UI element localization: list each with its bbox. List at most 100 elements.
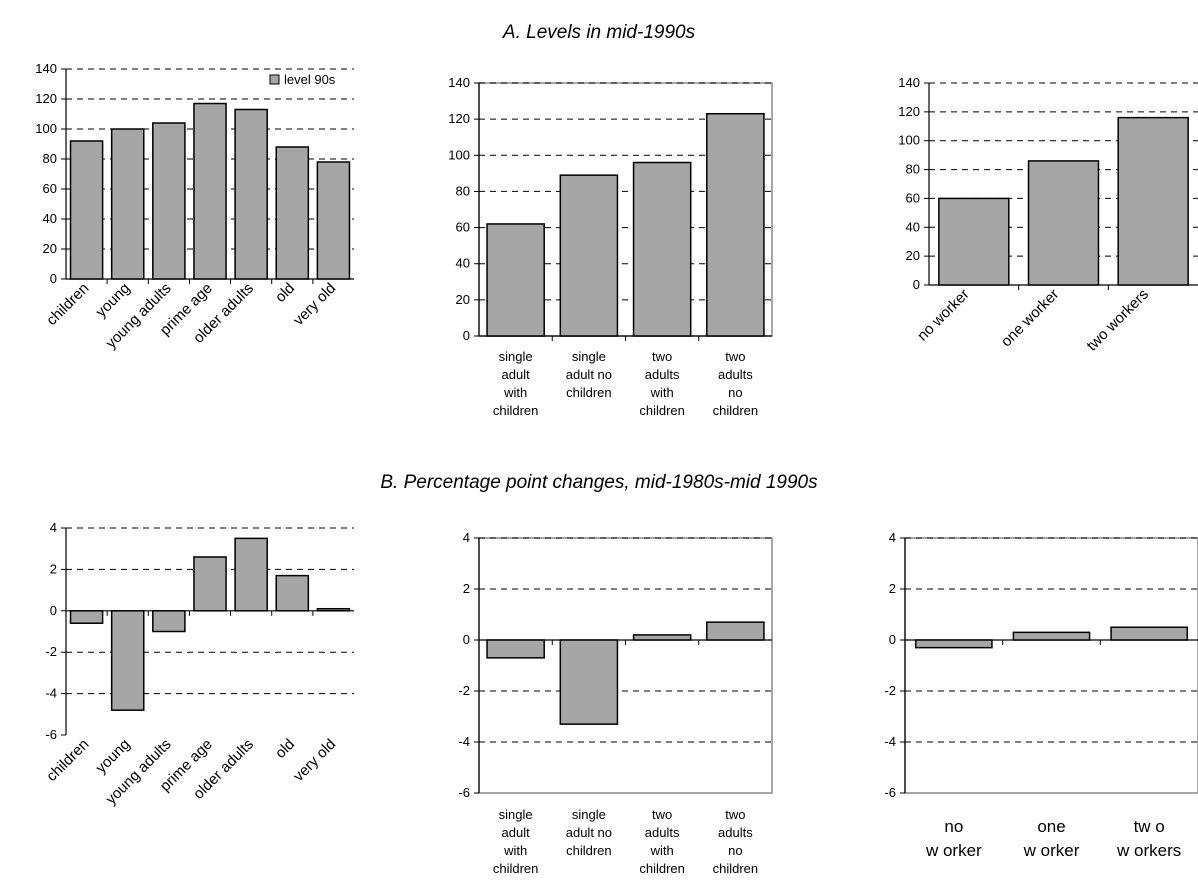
x-category-label: two bbox=[652, 807, 672, 822]
bar bbox=[632, 634, 692, 641]
y-tick-label: 40 bbox=[456, 256, 470, 271]
x-category-label: two bbox=[652, 349, 672, 364]
x-category-label: w orker bbox=[925, 841, 982, 860]
x-category-label: two bbox=[725, 349, 745, 364]
legend-swatch bbox=[269, 74, 280, 85]
y-tick-label: 0 bbox=[50, 603, 57, 618]
y-tick-label: -6 bbox=[458, 785, 470, 800]
bar bbox=[193, 556, 227, 612]
bar bbox=[559, 174, 619, 337]
y-tick-label: 80 bbox=[906, 162, 920, 177]
x-category-label: single bbox=[499, 807, 533, 822]
x-category-label: children bbox=[566, 385, 612, 400]
x-category-label: no bbox=[728, 385, 742, 400]
bar bbox=[1027, 160, 1100, 286]
x-category-label: adult no bbox=[566, 367, 612, 382]
x-category-label: adult bbox=[502, 367, 531, 382]
x-category-label: children bbox=[493, 403, 539, 418]
bar bbox=[1117, 116, 1189, 286]
x-category-label: single bbox=[572, 349, 606, 364]
bar bbox=[316, 161, 351, 280]
x-category-label: single bbox=[572, 807, 606, 822]
bar bbox=[69, 610, 104, 624]
y-tick-label: 120 bbox=[898, 104, 920, 119]
x-category-label: children bbox=[713, 403, 759, 418]
y-tick-label: 60 bbox=[906, 190, 920, 205]
legend-label: level 90s bbox=[284, 72, 336, 87]
x-category-label: with bbox=[650, 843, 674, 858]
bar bbox=[234, 108, 268, 280]
y-tick-label: -4 bbox=[458, 734, 470, 749]
x-category-label: no bbox=[728, 843, 742, 858]
y-tick-label: -6 bbox=[884, 785, 896, 800]
y-tick-label: 140 bbox=[898, 75, 920, 90]
y-tick-label: -2 bbox=[458, 683, 470, 698]
x-category-label: one bbox=[1037, 817, 1065, 836]
bar bbox=[1012, 631, 1091, 641]
y-tick-label: 60 bbox=[43, 181, 57, 196]
y-tick-label: 0 bbox=[913, 277, 920, 292]
x-category-label: adults bbox=[645, 825, 680, 840]
x-category-label: tw o bbox=[1134, 817, 1165, 836]
bar bbox=[706, 621, 765, 641]
y-tick-label: 60 bbox=[456, 220, 470, 235]
x-category-label: adult bbox=[502, 825, 531, 840]
bar bbox=[938, 197, 1010, 286]
y-tick-label: 20 bbox=[456, 292, 470, 307]
y-tick-label: 2 bbox=[889, 581, 896, 596]
y-tick-label: -2 bbox=[45, 644, 57, 659]
plot-frame bbox=[904, 537, 1198, 794]
y-tick-label: 40 bbox=[43, 211, 57, 226]
y-tick-label: 100 bbox=[898, 133, 920, 148]
x-category-label: w orkers bbox=[1116, 841, 1181, 860]
y-tick-label: 120 bbox=[35, 91, 57, 106]
x-category-label: adult no bbox=[566, 825, 612, 840]
y-tick-label: 100 bbox=[35, 121, 57, 136]
y-tick-label: -4 bbox=[45, 686, 57, 701]
x-category-label: children bbox=[713, 861, 759, 876]
bar bbox=[152, 122, 186, 280]
bar bbox=[706, 112, 765, 337]
bar bbox=[486, 639, 545, 659]
x-category-label: adults bbox=[718, 367, 753, 382]
bar bbox=[275, 574, 310, 612]
bar bbox=[193, 102, 227, 280]
bar bbox=[152, 610, 186, 633]
section-b-title: B. Percentage point changes, mid-1980s-m… bbox=[380, 472, 818, 493]
y-tick-label: 20 bbox=[906, 248, 920, 263]
x-category-label: single bbox=[499, 349, 533, 364]
y-tick-label: 140 bbox=[35, 61, 57, 76]
y-tick-label: 4 bbox=[50, 520, 57, 535]
bar bbox=[559, 639, 619, 725]
y-tick-label: 0 bbox=[463, 328, 470, 343]
y-tick-label: 0 bbox=[889, 632, 896, 647]
y-tick-label: 20 bbox=[43, 241, 57, 256]
y-tick-label: 0 bbox=[50, 271, 57, 286]
x-category-label: children bbox=[566, 843, 612, 858]
x-category-label: w orker bbox=[1023, 841, 1080, 860]
y-tick-label: 80 bbox=[456, 183, 470, 198]
bar bbox=[110, 128, 145, 280]
x-category-label: no bbox=[944, 817, 963, 836]
section-a-title: A. Levels in mid-1990s bbox=[502, 22, 696, 43]
y-tick-label: 40 bbox=[906, 219, 920, 234]
x-category-label: adults bbox=[645, 367, 680, 382]
x-category-label: children bbox=[639, 403, 685, 418]
x-category-label: with bbox=[650, 385, 674, 400]
y-tick-label: 120 bbox=[448, 111, 470, 126]
bar bbox=[632, 161, 692, 337]
y-tick-label: 140 bbox=[448, 75, 470, 90]
x-category-label: adults bbox=[718, 825, 753, 840]
bar bbox=[316, 607, 351, 612]
bar bbox=[69, 140, 104, 280]
x-category-label: two bbox=[725, 807, 745, 822]
y-tick-label: 80 bbox=[43, 151, 57, 166]
y-tick-label: -6 bbox=[45, 727, 57, 742]
y-tick-label: 2 bbox=[50, 561, 57, 576]
